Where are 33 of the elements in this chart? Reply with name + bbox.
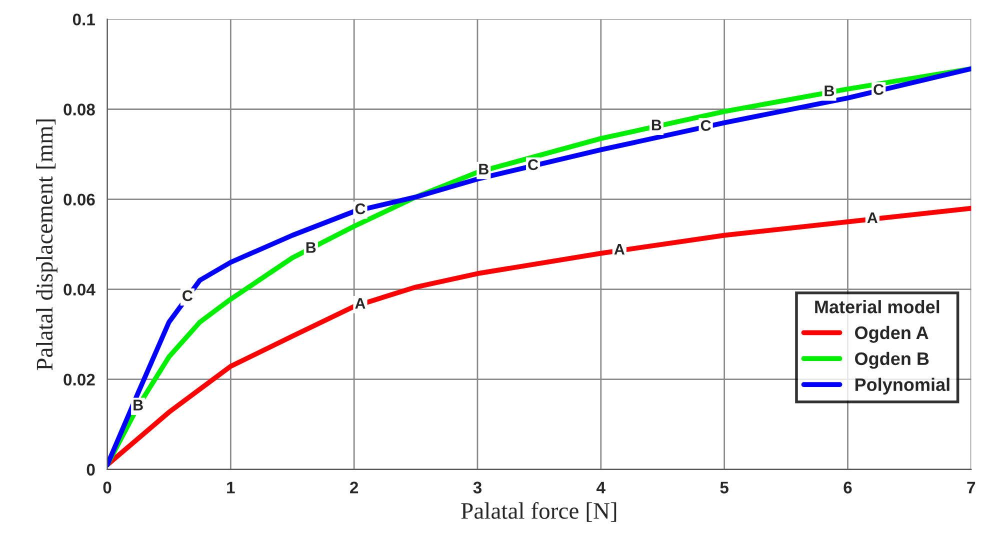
legend-label: Ogden B bbox=[855, 352, 929, 369]
y-tick-label: 0.02 bbox=[64, 374, 95, 386]
x-tick-label: 3 bbox=[473, 482, 482, 494]
annotation: C bbox=[874, 84, 884, 95]
annotation: B bbox=[134, 400, 143, 410]
y-tick-label: 0.1 bbox=[72, 14, 95, 26]
legend-title: Material model bbox=[815, 300, 940, 314]
annotation: A bbox=[355, 298, 366, 309]
annotation: B bbox=[652, 120, 662, 130]
annotation: B bbox=[479, 164, 488, 174]
y-tick-label: 0.08 bbox=[64, 104, 95, 116]
annotation: C bbox=[528, 159, 538, 170]
legend-label: Ogden A bbox=[855, 326, 928, 343]
x-tick-label: 6 bbox=[844, 482, 852, 494]
annotation: B bbox=[824, 86, 834, 96]
x-tick-label: 5 bbox=[720, 482, 728, 494]
y-tick-label: 0.06 bbox=[64, 194, 95, 206]
x-tick-label: 7 bbox=[967, 482, 976, 494]
x-tick-label: 0 bbox=[103, 482, 112, 494]
x-tick-label: 4 bbox=[596, 482, 606, 494]
x-tick-label: 1 bbox=[227, 482, 235, 494]
annotation: A bbox=[867, 212, 878, 224]
y-tick-label: 0 bbox=[86, 464, 95, 476]
annotation: A bbox=[614, 244, 625, 255]
annotation: C bbox=[182, 290, 193, 302]
y-axis-title: Palatal displacement [mm] bbox=[36, 120, 58, 370]
y-tick-label: 0.04 bbox=[64, 284, 96, 296]
annotation: B bbox=[306, 242, 316, 253]
x-axis-title: Palatal force [N] bbox=[461, 502, 616, 522]
annotation: C bbox=[355, 203, 366, 214]
legend-label: Polynomial bbox=[855, 378, 950, 395]
x-tick-label: 2 bbox=[350, 482, 358, 494]
annotation: C bbox=[700, 120, 711, 131]
